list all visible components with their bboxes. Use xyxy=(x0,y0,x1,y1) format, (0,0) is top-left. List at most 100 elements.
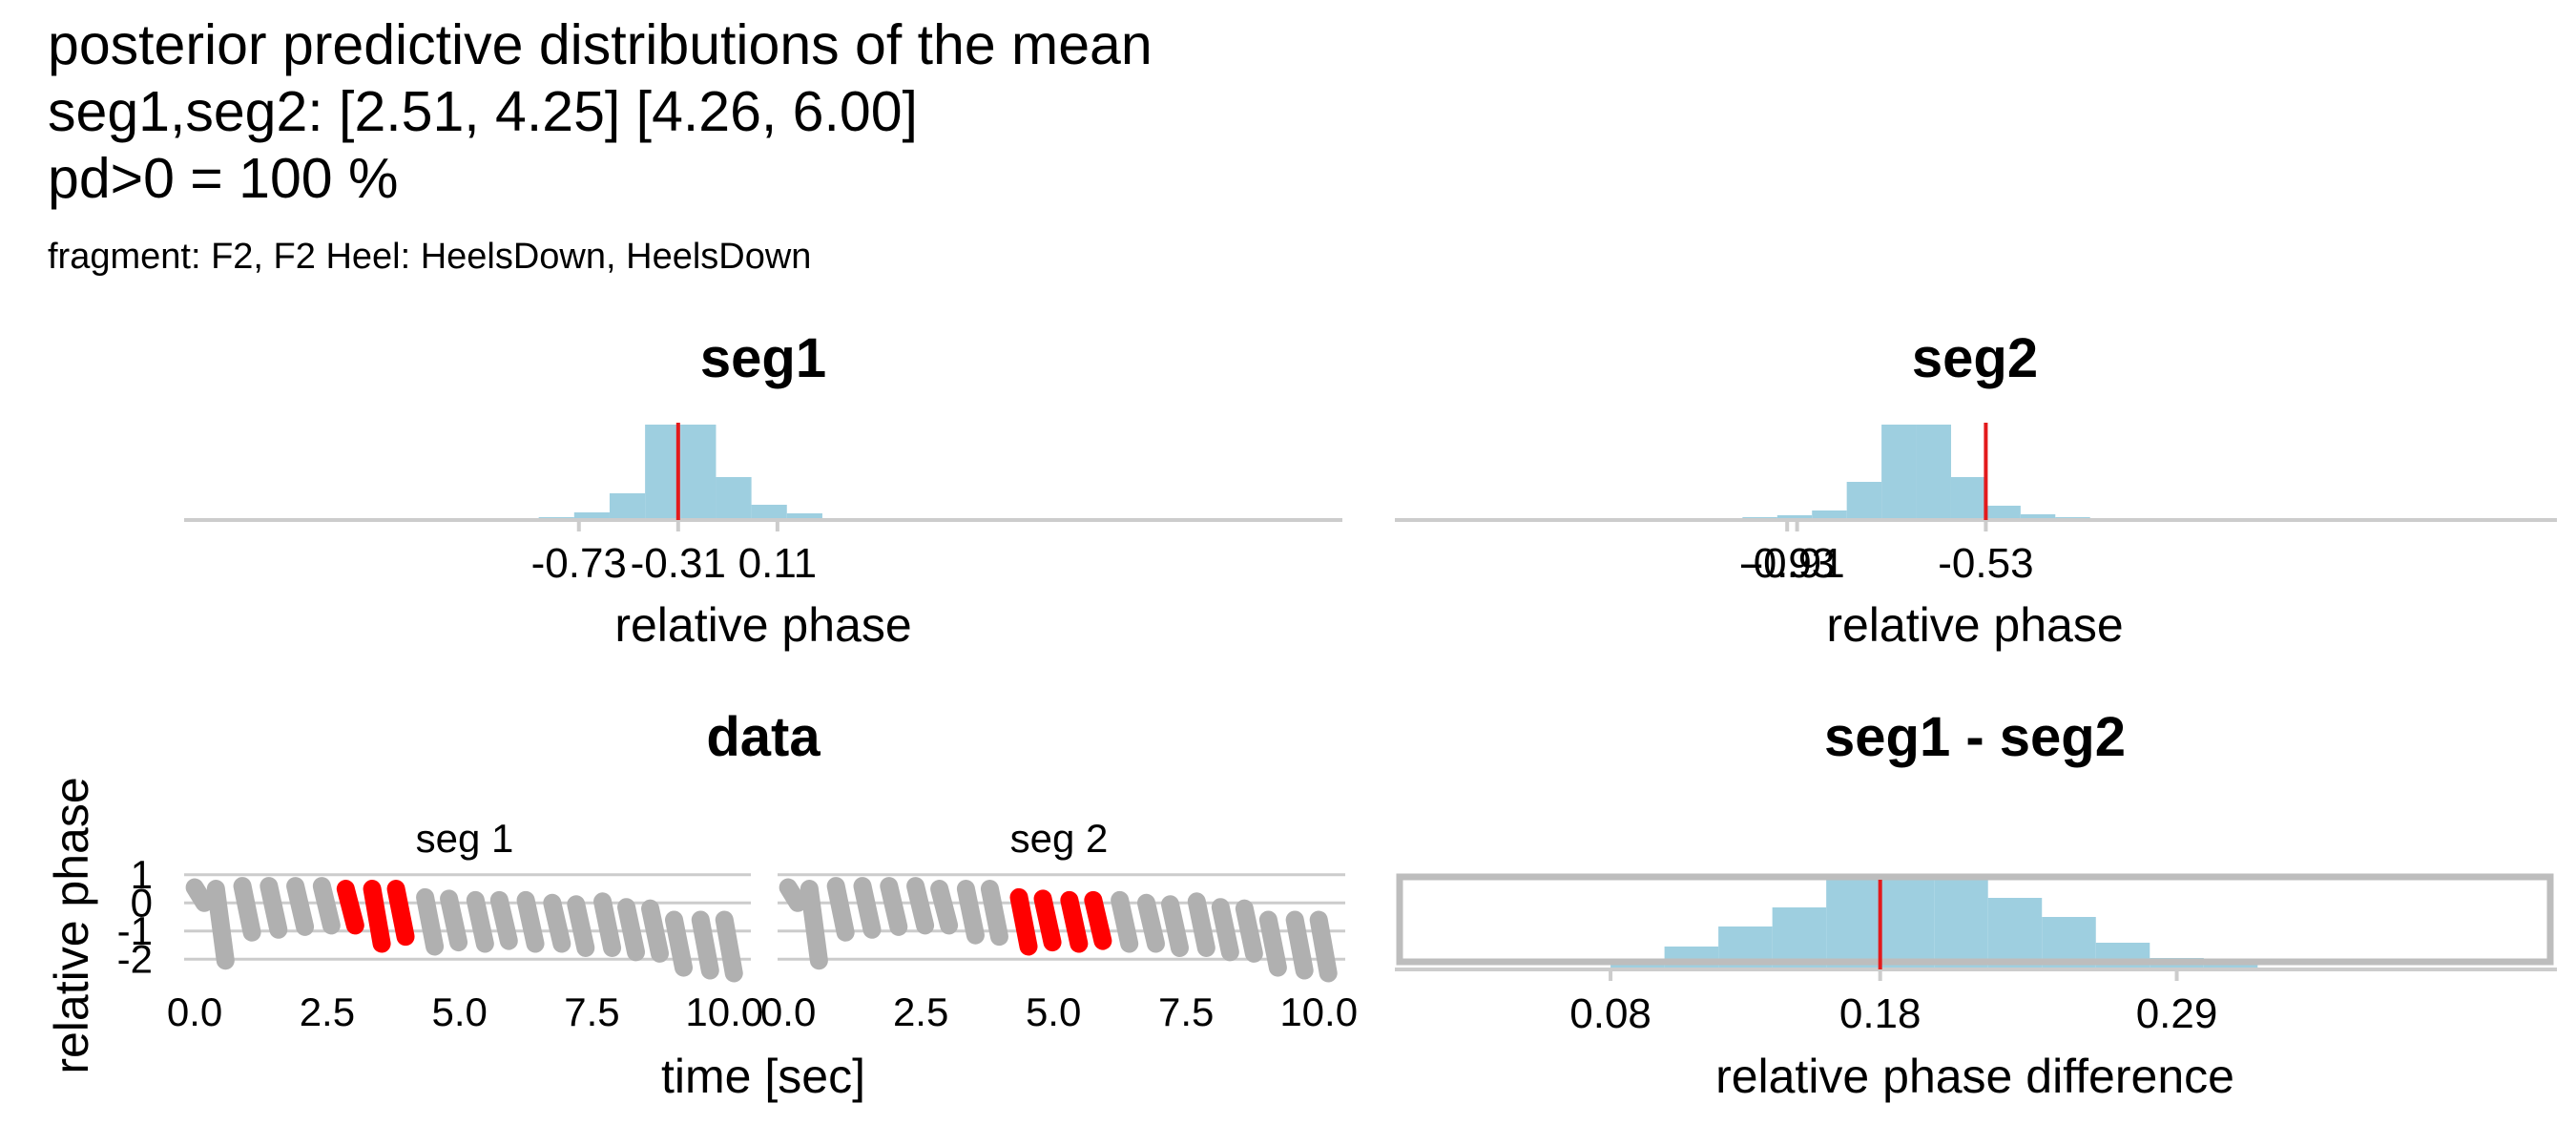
seg1-x-ticks: -0.73 -0.31 0.11 xyxy=(531,520,817,587)
seg1-bar xyxy=(716,477,752,520)
seg1-time-ticks: 0.0 2.5 5.0 7.5 10.0 xyxy=(167,989,763,1034)
difference-x-ticks: 0.08 0.18 0.29 xyxy=(1569,969,2217,1037)
cycle-stroke xyxy=(1187,892,1215,957)
diff-tick-label: 0.29 xyxy=(2136,990,2218,1037)
highlighted-cycle xyxy=(386,880,415,947)
difference-bars xyxy=(1448,874,2420,969)
seg1-strip-label: seg 1 xyxy=(416,816,514,861)
cycle-stroke xyxy=(880,877,908,936)
seg2-x-axis-label: relative phase xyxy=(1826,598,2123,652)
seg1-tick-label: 0.11 xyxy=(738,540,817,587)
seg1-bar xyxy=(609,493,646,520)
seg1-bar xyxy=(573,512,610,520)
cycle-stroke xyxy=(185,878,214,912)
diff-bar xyxy=(1934,874,1988,969)
time-tick-label: 7.5 xyxy=(564,989,619,1034)
time-tick-label: 2.5 xyxy=(300,989,355,1034)
seg2-bar xyxy=(1812,510,1847,520)
seg2-bars xyxy=(1395,425,2507,520)
cycle-stroke xyxy=(567,895,595,957)
cycle-stroke xyxy=(260,877,288,939)
seg2-time-ticks: 0.0 2.5 5.0 7.5 10.0 xyxy=(760,989,1358,1034)
seg1-tick-label: -0.73 xyxy=(531,540,627,587)
fragment-caption: fragment: F2, F2 Heel: HeelsDown, HeelsD… xyxy=(48,237,812,277)
data-y-ticks: 10-1-2 xyxy=(117,852,153,981)
cycle-stroke xyxy=(691,910,719,980)
seg1-bars xyxy=(184,425,1319,520)
cycle-stroke xyxy=(779,878,807,912)
seg2-bar xyxy=(1846,482,1882,520)
seg1-bar xyxy=(680,425,717,520)
cycle-stroke xyxy=(1285,910,1314,980)
data-y-axis-label: relative phase xyxy=(45,777,98,1073)
seg2-bar xyxy=(2020,514,2056,520)
diff-tick-label: 0.18 xyxy=(1839,990,1922,1037)
diff-bar xyxy=(1664,947,1719,969)
cycle-stroke xyxy=(906,877,935,935)
cycle-stroke xyxy=(956,880,985,945)
pd-summary: pd>0 = 100 % xyxy=(48,147,399,210)
diff-tick-label: 0.08 xyxy=(1569,990,1652,1037)
cycle-stroke xyxy=(312,877,341,935)
highlighted-cycle xyxy=(336,880,364,935)
diff-bar xyxy=(1826,874,1880,969)
time-tick-label: 2.5 xyxy=(893,989,948,1034)
seg2-strip-label: seg 2 xyxy=(1010,816,1109,861)
cycle-stroke xyxy=(233,877,261,942)
data-subpanel-seg2: seg 2 0.0 2.5 5.0 7.5 10.0 xyxy=(760,816,1358,1034)
cycle-stroke xyxy=(543,893,571,953)
cycle-stroke xyxy=(1136,893,1165,953)
cycle-stroke xyxy=(489,890,518,950)
highlighted-cycle xyxy=(1084,890,1112,950)
time-tick-label: 5.0 xyxy=(1026,989,1081,1034)
time-tick-label: 0.0 xyxy=(760,989,816,1034)
segment-ranges: seg1,seg2: [2.51, 4.25] [4.26, 6.00] xyxy=(48,80,918,143)
seg2-x-ticks: -0.93-0.91 -0.53 xyxy=(1739,520,2034,587)
chart-title: posterior predictive distributions of th… xyxy=(48,13,1153,76)
seg2-bar xyxy=(1950,477,1986,520)
seg1-bar xyxy=(751,505,787,520)
cycle-stroke xyxy=(416,887,445,956)
highlighted-cycle xyxy=(1033,889,1062,952)
seg1-bar xyxy=(645,425,681,520)
difference-frame xyxy=(1396,873,2554,966)
highlighted-cycle xyxy=(1009,887,1038,956)
seg2-bar xyxy=(1985,506,2021,520)
data-y-tick-label: -2 xyxy=(117,936,153,981)
cycle-stroke xyxy=(715,910,743,983)
diff-bar xyxy=(1987,898,2043,969)
cycle-stroke xyxy=(466,890,494,953)
cycle-stroke xyxy=(1258,910,1287,977)
time-tick-label: 5.0 xyxy=(431,989,487,1034)
seg2-bar xyxy=(1916,425,1951,520)
data-subpanel-seg1: seg 1 0.0 2.5 5.0 7.5 10.0 xyxy=(167,816,763,1034)
diff-bar xyxy=(1880,874,1935,969)
difference-histogram-panel: seg1 - seg2 0.08 0.18 0.29 relative phase … xyxy=(1395,706,2557,1103)
seg2-tick-label: -0.91 xyxy=(1749,540,1844,587)
diff-bar xyxy=(2203,965,2258,969)
seg1-x-axis-label: relative phase xyxy=(614,598,911,652)
seg1-bar xyxy=(786,513,822,520)
data-x-axis-label: time [sec] xyxy=(661,1050,865,1103)
diff-bar xyxy=(2095,943,2150,969)
cycle-stroke xyxy=(665,910,693,977)
cycle-stroke xyxy=(440,889,468,952)
cycle-stroke xyxy=(641,899,670,963)
cycle-stroke xyxy=(516,890,545,953)
difference-panel-title: seg1 - seg2 xyxy=(1824,706,2126,768)
seg2-data-strokes xyxy=(779,877,1338,983)
cycle-stroke xyxy=(1211,898,1239,962)
seg2-tick-label: -0.53 xyxy=(1938,540,2033,587)
seg1-tick-label: -0.31 xyxy=(631,540,726,587)
cycle-stroke xyxy=(1160,895,1190,957)
data-y-tick-label: 1 xyxy=(131,852,153,897)
cycle-stroke xyxy=(617,898,646,962)
seg2-histogram-panel: seg2 -0.93-0.91 -0.53 relative phase xyxy=(1395,327,2557,652)
cycle-stroke xyxy=(1111,890,1139,953)
highlighted-cycle xyxy=(1060,890,1089,953)
cycle-stroke xyxy=(593,892,622,957)
seg2-panel-title: seg2 xyxy=(1912,327,2038,389)
time-tick-label: 10.0 xyxy=(1279,989,1358,1034)
cycle-stroke xyxy=(286,877,315,936)
time-tick-label: 0.0 xyxy=(167,989,222,1034)
